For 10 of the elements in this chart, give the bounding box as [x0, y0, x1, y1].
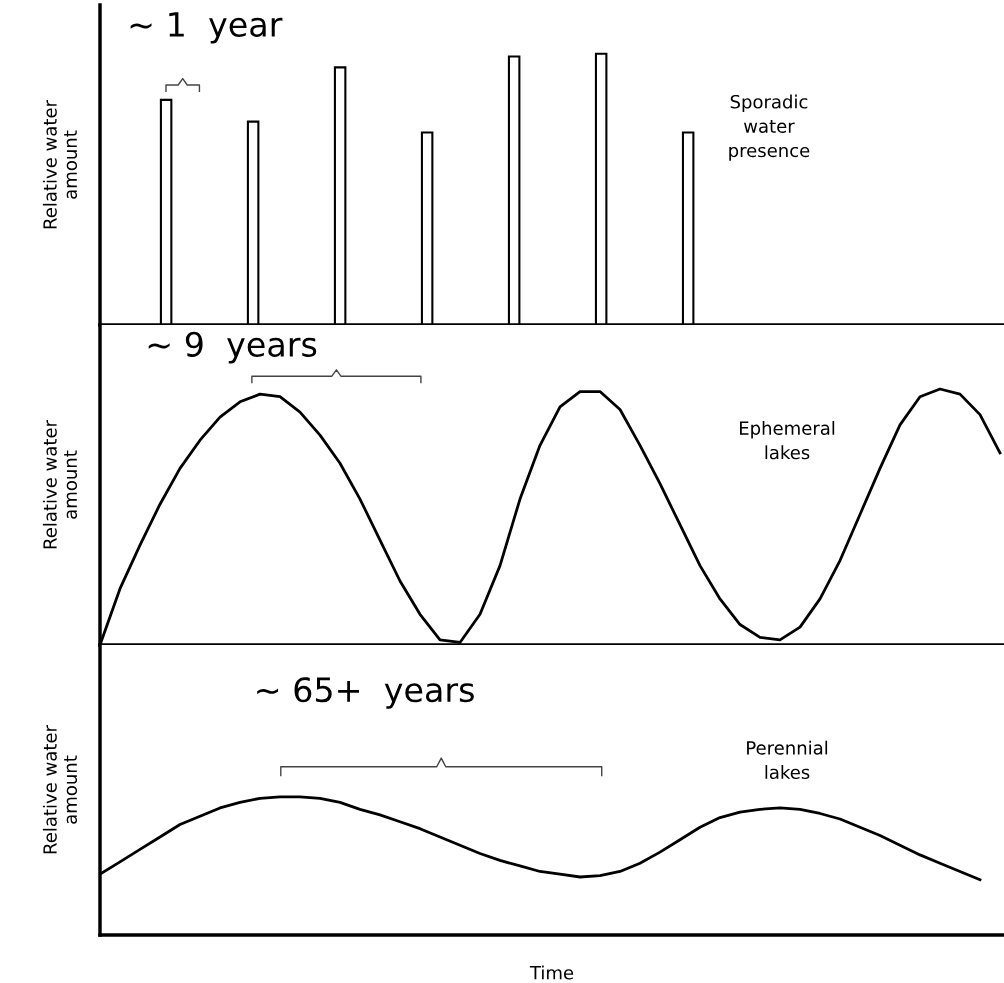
- annotation: Ephemeral lakes: [740, 421, 835, 460]
- y-axis-title: Relative water amount: [42, 100, 78, 229]
- text: ~ 9 years: [148, 331, 317, 364]
- y-axis-title: Relative water amount: [42, 725, 78, 854]
- x-axis-title: Time: [529, 965, 574, 980]
- text: Perennial lakes: [747, 740, 828, 780]
- text: ~ 1 year: [130, 12, 283, 44]
- y-axis-title: Relative water amount: [42, 420, 78, 549]
- annotation: Sporadic water presence: [729, 94, 810, 161]
- text: ~ 65+ years: [257, 677, 474, 709]
